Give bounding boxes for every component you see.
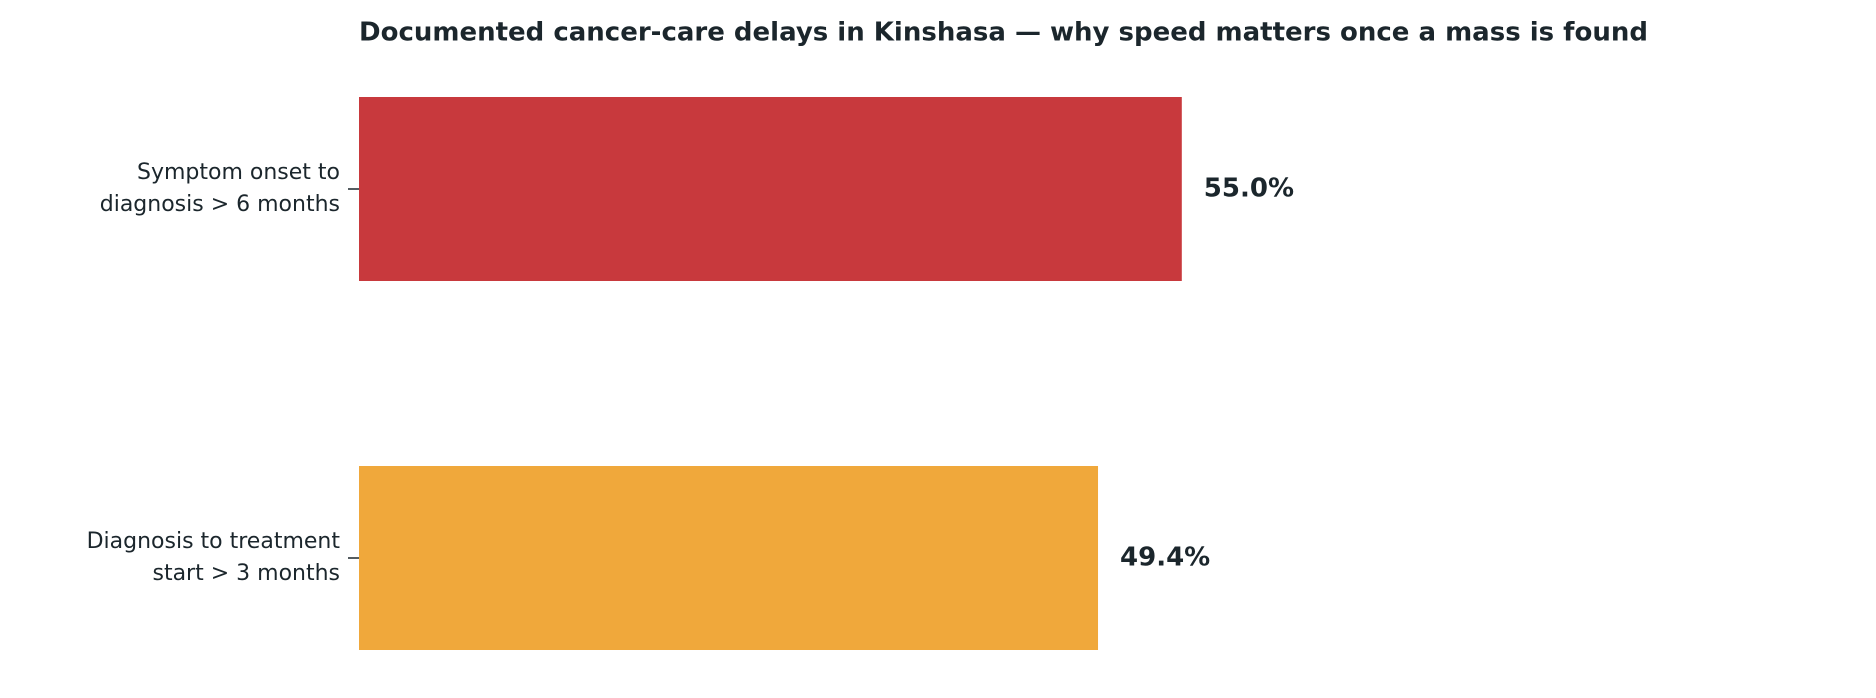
chart-title: Documented cancer-care delays in Kinshas… <box>359 18 1648 48</box>
y-tick-label-line: diagnosis > 6 months <box>100 192 340 217</box>
value-label: 55.0% <box>1204 174 1294 204</box>
bar <box>359 97 1182 281</box>
y-tick-label-line: Diagnosis to treatment <box>87 529 341 554</box>
bar <box>359 466 1099 650</box>
y-tick-label-line: start > 3 months <box>152 561 340 586</box>
y-tick-label-line: Symptom onset to <box>137 160 340 185</box>
y-tick-label: Symptom onset to diagnosis > 6 months <box>100 160 340 217</box>
y-tick-label: Diagnosis to treatment start > 3 months <box>87 529 341 586</box>
value-label: 49.4% <box>1120 543 1210 573</box>
